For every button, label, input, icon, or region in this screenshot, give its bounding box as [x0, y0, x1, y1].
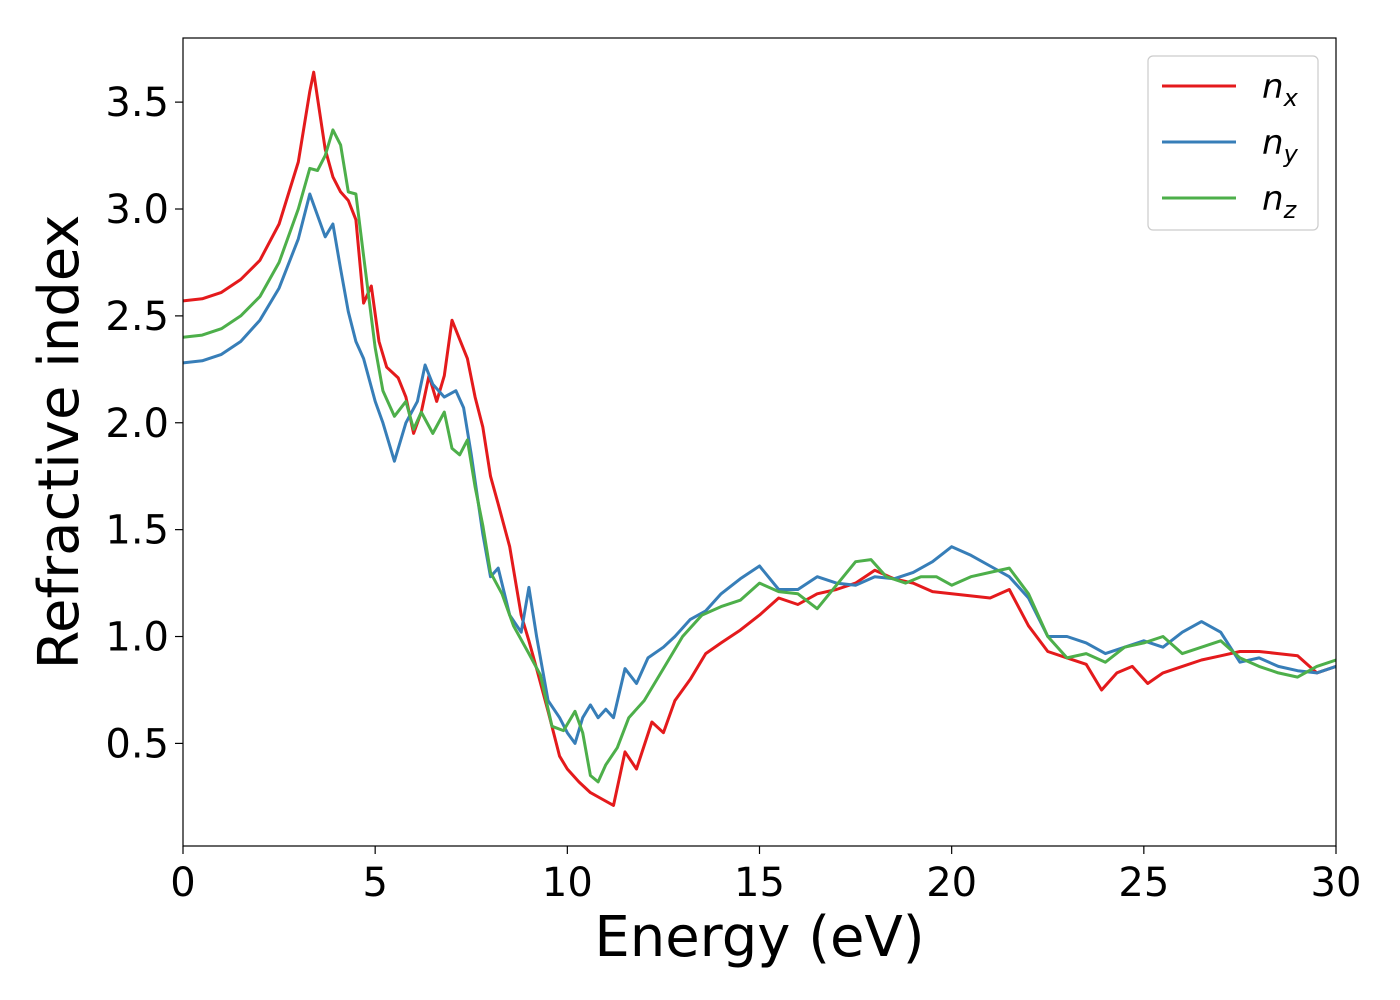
x-tick-label: 20 [926, 860, 977, 906]
series-line-nx [183, 70, 1336, 807]
y-axis-title: Refractive index [27, 215, 92, 670]
y-tick-label: 3.5 [105, 80, 169, 126]
legend-symbol: n [1262, 123, 1284, 163]
x-tick-label: 5 [362, 860, 387, 906]
legend-label-nz: nz [1262, 179, 1298, 224]
y-tick-label: 2.0 [105, 401, 169, 447]
y-tick-label: 1.5 [105, 508, 169, 554]
legend-symbol: n [1262, 179, 1284, 219]
legend-label-nx: nx [1262, 67, 1299, 112]
y-tick-label: 1.0 [105, 615, 169, 661]
legend-label-ny: ny [1262, 123, 1299, 168]
series-line-ny [183, 192, 1336, 745]
legend-subscript: y [1283, 140, 1299, 168]
x-tick-label: 10 [542, 860, 593, 906]
x-tick-label: 30 [1311, 860, 1362, 906]
x-tick-label: 0 [170, 860, 195, 906]
x-tick-label: 25 [1118, 860, 1169, 906]
x-axis-title: Energy (eV) [594, 905, 924, 970]
x-axis: 0 5 10 15 20 25 30 [170, 846, 1361, 906]
series-layer [183, 70, 1336, 807]
y-axis: 0.5 1.0 1.5 2.0 2.5 3.0 3.5 [105, 80, 183, 767]
y-tick-label: 2.5 [105, 294, 169, 340]
series-line-nz [183, 128, 1336, 784]
legend-subscript: x [1283, 84, 1299, 112]
y-tick-label: 3.0 [105, 187, 169, 233]
x-tick-label: 15 [734, 860, 785, 906]
legend-subscript: z [1283, 196, 1298, 224]
y-tick-label: 0.5 [105, 721, 169, 767]
legend-symbol: n [1262, 67, 1284, 107]
